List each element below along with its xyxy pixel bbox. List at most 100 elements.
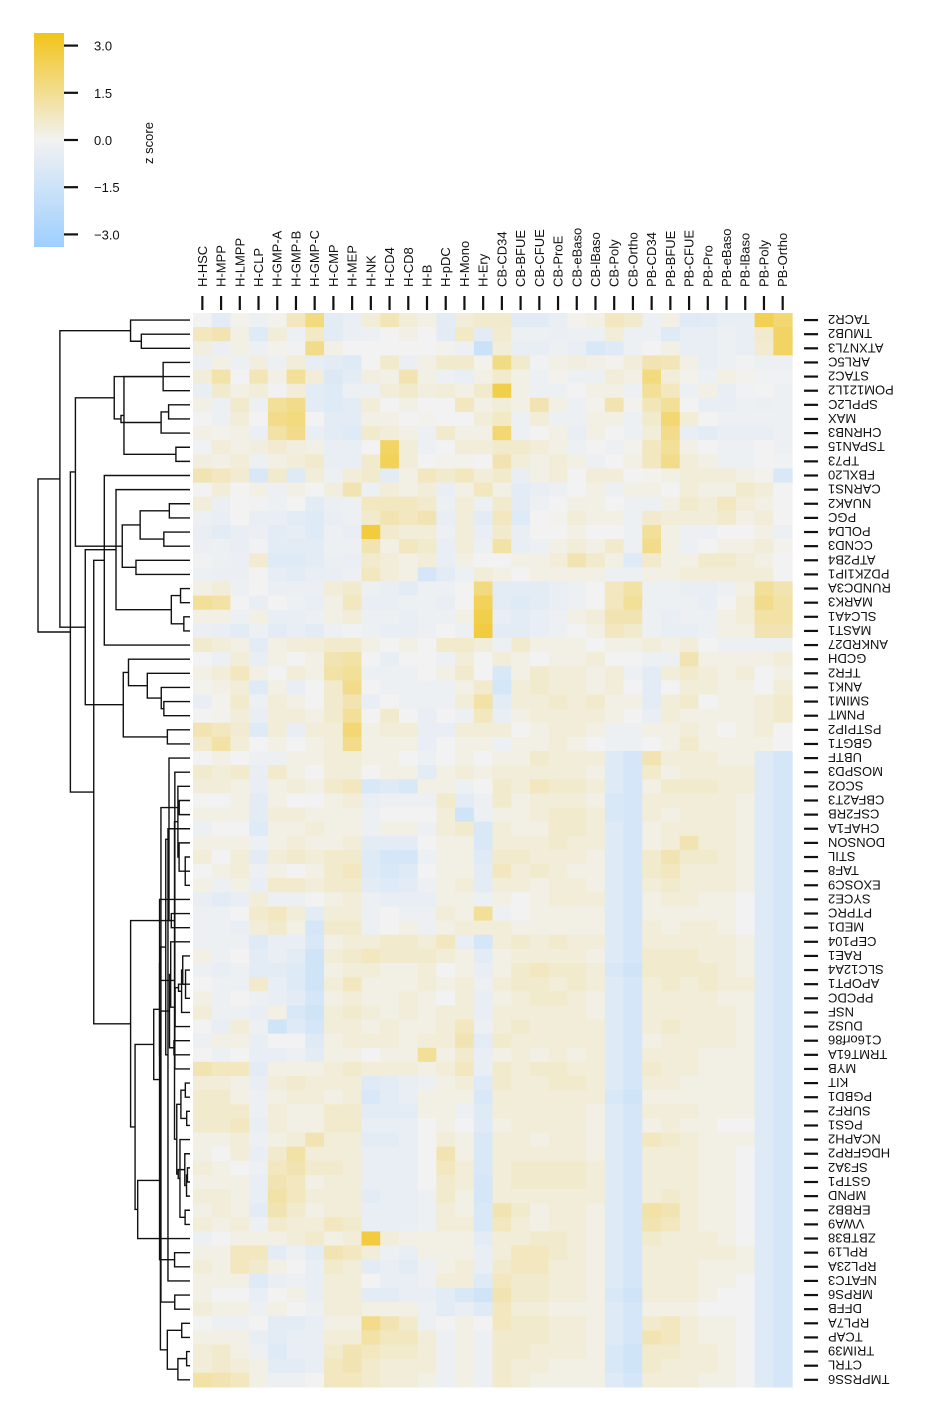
heatmap-cell <box>717 313 737 328</box>
heatmap-cell <box>492 1330 512 1346</box>
heatmap-cell <box>511 991 531 1006</box>
heatmap-cell <box>511 1160 531 1176</box>
heatmap-cell <box>193 962 213 978</box>
heatmap-cell <box>679 1273 700 1289</box>
heatmap-cell <box>679 892 700 908</box>
heatmap-cell <box>679 468 700 484</box>
heatmap-cell <box>286 1076 306 1091</box>
heatmap-cell <box>679 341 700 356</box>
heatmap-cell <box>211 595 232 611</box>
heatmap-cell <box>436 327 456 342</box>
heatmap-cell <box>455 1033 475 1049</box>
heatmap-cell <box>492 369 512 385</box>
heatmap-cell <box>548 1160 568 1176</box>
heatmap-cell <box>305 765 325 780</box>
heatmap-cell <box>380 1118 400 1134</box>
heatmap-cell <box>473 1217 494 1233</box>
heatmap-cell <box>623 468 643 484</box>
heatmap-cell <box>249 906 269 922</box>
heatmap-cell <box>286 482 306 498</box>
heatmap-cell <box>324 440 344 455</box>
heatmap-cell <box>398 708 419 724</box>
heatmap-cell <box>717 1174 737 1190</box>
heatmap-cell <box>417 539 437 554</box>
heatmap-cell <box>193 1047 213 1063</box>
heatmap-cell <box>735 934 756 950</box>
dendrogram-link <box>166 729 190 745</box>
heatmap-cell <box>211 1005 232 1021</box>
heatmap-cell <box>324 623 344 639</box>
heatmap-cell <box>286 934 306 950</box>
heatmap-cell <box>511 327 531 342</box>
heatmap-cell <box>586 906 606 922</box>
heatmap-cell <box>773 1033 793 1049</box>
heatmap-cell <box>473 948 494 964</box>
heatmap-cell <box>361 1132 381 1148</box>
heatmap-cell <box>193 1344 213 1360</box>
heatmap-cell <box>754 369 774 385</box>
heatmap-cell <box>529 1259 550 1275</box>
heatmap-cell <box>679 1090 700 1105</box>
heatmap-cell <box>249 666 269 681</box>
heatmap-cell <box>511 623 531 639</box>
heatmap-cell <box>548 1372 568 1388</box>
heatmap-cell <box>567 595 587 611</box>
heatmap-cell <box>267 1090 288 1105</box>
heatmap-cell <box>324 849 344 865</box>
heatmap-cell <box>492 355 512 371</box>
heatmap-cell <box>230 1061 250 1077</box>
heatmap-cell <box>230 680 250 696</box>
heatmap-cell <box>511 666 531 681</box>
heatmap-cell <box>754 1273 774 1289</box>
heatmap-cell <box>398 369 419 385</box>
heatmap-cell <box>679 765 700 780</box>
heatmap-cell <box>398 906 419 922</box>
heatmap-cell <box>324 327 344 342</box>
heatmap-cell <box>380 1372 400 1388</box>
heatmap-cell <box>586 652 606 667</box>
heatmap-cell <box>230 1076 250 1091</box>
heatmap-cell <box>230 496 250 512</box>
heatmap-cell <box>661 553 681 568</box>
heatmap-cell <box>380 906 400 922</box>
heatmap-cell <box>661 1302 681 1317</box>
heatmap-cell <box>286 397 306 413</box>
heatmap-cell <box>548 355 568 371</box>
heatmap-cell <box>417 878 437 893</box>
heatmap-cell <box>529 751 550 766</box>
row-label: ERBB2 <box>828 1202 871 1217</box>
heatmap-cell <box>586 666 606 681</box>
heatmap-cell <box>492 341 512 356</box>
heatmap-cell <box>473 1344 494 1360</box>
heatmap-cell <box>567 496 587 512</box>
heatmap-cell <box>230 1302 250 1317</box>
heatmap-cell <box>698 411 718 427</box>
heatmap-cell <box>211 397 232 413</box>
heatmap-cell <box>661 1330 681 1346</box>
heatmap-cell <box>773 1146 793 1162</box>
heatmap-cell <box>267 1118 288 1134</box>
heatmap-cell <box>211 609 232 625</box>
heatmap-cell <box>623 1189 643 1204</box>
heatmap-cell <box>642 539 662 554</box>
heatmap-cell <box>548 793 568 809</box>
heatmap-cell <box>604 1019 625 1035</box>
row-label: ANKRD27 <box>828 637 888 652</box>
heatmap-cell <box>380 1287 400 1303</box>
heatmap-cell <box>286 355 306 371</box>
heatmap-cell <box>717 1104 737 1120</box>
heatmap-cell <box>436 454 456 470</box>
heatmap-cell <box>511 1118 531 1134</box>
heatmap-cell <box>436 637 456 653</box>
heatmap-cell <box>324 1358 344 1374</box>
heatmap-cell <box>773 1302 793 1317</box>
heatmap-cell <box>211 1132 232 1148</box>
heatmap-cell <box>773 581 793 597</box>
heatmap-cell <box>717 722 737 738</box>
heatmap-cell <box>473 1189 494 1204</box>
heatmap-cell <box>661 482 681 498</box>
heatmap-cell <box>548 708 568 724</box>
heatmap-cell <box>529 440 550 455</box>
heatmap-cell <box>193 411 213 427</box>
heatmap-cell <box>735 1245 756 1261</box>
